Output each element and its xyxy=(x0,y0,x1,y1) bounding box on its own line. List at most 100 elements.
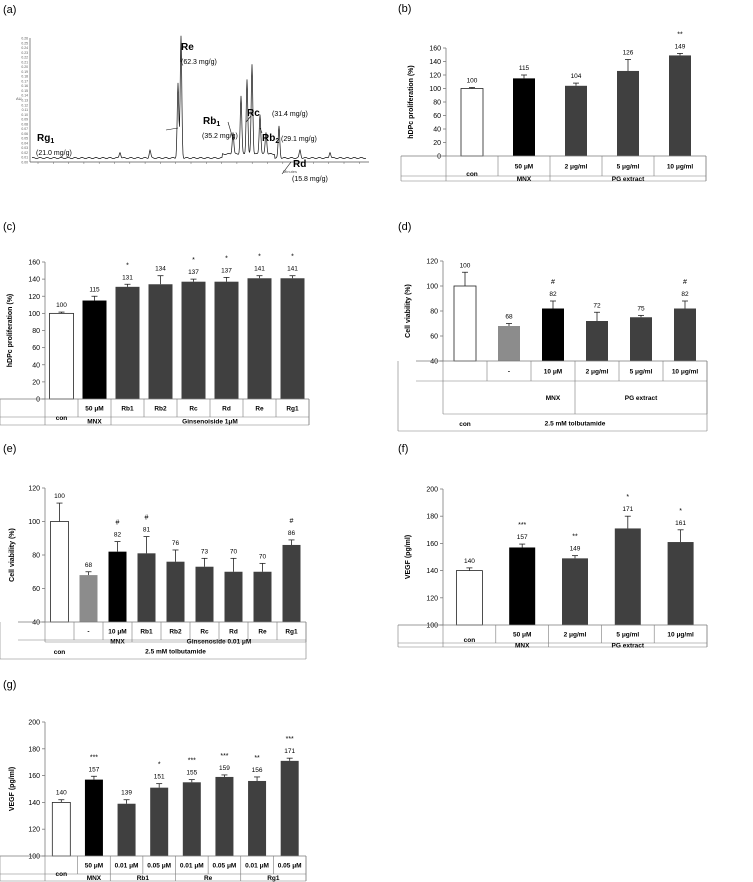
y-tick-label: 160 xyxy=(426,541,438,548)
y-tick-label: 140 xyxy=(426,568,438,575)
bar xyxy=(181,281,206,399)
category-label: Rb2 xyxy=(154,406,167,413)
y-tick-label: 0.05 xyxy=(21,137,28,141)
category-label: 10 μg/ml xyxy=(667,164,694,171)
group-label: MNX xyxy=(517,176,532,183)
footer-label: 2.5 mM tolbutamide xyxy=(145,649,206,656)
y-tick-label: 40 xyxy=(433,127,441,134)
y-tick-label: 0.03 xyxy=(21,146,28,150)
bar xyxy=(195,566,214,622)
y-tick-label: 0.07 xyxy=(21,127,28,131)
category-label: 0.01 μM xyxy=(180,863,204,870)
y-tick-label: 100 xyxy=(426,623,438,630)
peak-label: Re xyxy=(181,42,194,53)
peak-label: Rd xyxy=(293,159,306,170)
peak-amount: (15.8 mg/g) xyxy=(292,176,328,183)
y-tick-label: 0 xyxy=(437,154,441,161)
category-label: con xyxy=(56,415,68,422)
bar xyxy=(614,528,641,625)
category-label: 10 μg/ml xyxy=(667,632,694,639)
category-label: 10 μM xyxy=(544,369,562,376)
category-label: 50 μM xyxy=(515,164,533,171)
significance-mark: * xyxy=(258,254,261,261)
category-label: Rd xyxy=(229,629,238,636)
y-tick-label: 80 xyxy=(32,553,40,560)
y-tick-label: 0.16 xyxy=(21,84,28,88)
y-tick-label: 200 xyxy=(426,487,438,494)
significance-mark: # xyxy=(683,279,687,286)
category-label: Rb1 xyxy=(140,629,153,636)
footer-label: 2.5 mM tolbutamide xyxy=(545,421,606,428)
bar xyxy=(117,803,136,856)
peak-amount: (29.1 mg/g) xyxy=(281,136,317,143)
significance-mark: * xyxy=(158,762,161,769)
group-label: MNX xyxy=(515,643,530,650)
value-label: 155 xyxy=(186,770,197,777)
panel-label: (b) xyxy=(398,3,411,15)
bar xyxy=(509,547,536,625)
y-tick-label: 0.04 xyxy=(21,141,28,145)
category-label: 5 μg/ml xyxy=(617,164,640,171)
category-label: 5 μg/ml xyxy=(630,369,653,376)
y-tick-label: 0.22 xyxy=(21,56,28,60)
significance-mark: *** xyxy=(188,758,196,765)
significance-mark: # xyxy=(116,520,120,527)
y-tick-label: 0.14 xyxy=(21,94,28,98)
value-label: 73 xyxy=(201,548,209,555)
significance-mark: *** xyxy=(220,753,228,760)
significance-mark: ** xyxy=(677,31,683,38)
y-tick-label: 40 xyxy=(430,359,438,366)
y-tick-label: 0.06 xyxy=(21,132,28,136)
category-label: 0.01 μM xyxy=(115,863,139,870)
group-label: PG extract xyxy=(612,176,645,183)
y-axis-label: AU xyxy=(16,96,22,101)
bar xyxy=(586,321,608,361)
panel-label: (c) xyxy=(3,221,16,233)
y-tick-label: 100 xyxy=(28,311,40,318)
value-label: 70 xyxy=(230,548,238,555)
category-label: 0.05 μM xyxy=(147,863,171,870)
y-tick-label: 160 xyxy=(28,260,40,267)
significance-mark: # xyxy=(145,515,149,522)
bar xyxy=(115,286,140,399)
peak-arrow xyxy=(227,121,234,140)
bar xyxy=(84,779,103,856)
bar xyxy=(49,312,74,400)
value-label: 149 xyxy=(570,546,581,553)
y-tick-label: 120 xyxy=(28,294,40,301)
y-axis-label: hDPc proliferation (%) xyxy=(7,294,14,368)
panel-e-bar-chart: (e) 40 60 80 100 120 Cell viability (%) 100 68 82… xyxy=(0,443,307,660)
category-label: 2 μg/ml xyxy=(564,632,587,639)
value-label: 100 xyxy=(54,493,65,500)
category-label: Re xyxy=(255,406,264,413)
y-tick-label: 20 xyxy=(32,379,40,386)
y-tick-label: 0.21 xyxy=(21,60,28,64)
category-label: 10 μg/ml xyxy=(672,369,699,376)
bar xyxy=(617,70,639,156)
y-tick-label: 140 xyxy=(28,800,40,807)
category-label: 50 μM xyxy=(85,863,103,870)
bar xyxy=(513,78,535,156)
bar xyxy=(224,571,243,622)
value-label: 159 xyxy=(219,765,230,772)
y-tick-label: 60 xyxy=(32,345,40,352)
y-axis-label: VEGF (pg/ml) xyxy=(9,767,16,811)
value-label: 137 xyxy=(221,267,232,274)
significance-mark: # xyxy=(290,518,294,525)
significance-mark: * xyxy=(679,508,682,515)
value-label: 104 xyxy=(571,73,582,80)
value-label: 82 xyxy=(681,291,689,298)
category-label: con xyxy=(464,637,476,644)
bar xyxy=(455,570,483,626)
significance-mark: * xyxy=(126,262,129,269)
peak-amount: (62.3 mg/g) xyxy=(181,59,217,66)
bar xyxy=(280,278,305,399)
y-tick-label: 100 xyxy=(429,86,441,93)
y-tick-label: 180 xyxy=(426,514,438,521)
category-label: Rg1 xyxy=(285,629,298,636)
category-label: Rb2 xyxy=(169,629,182,636)
y-tick-label: 60 xyxy=(430,334,438,341)
y-tick-label: 80 xyxy=(430,309,438,316)
group-label: Rg1 xyxy=(267,875,280,882)
peak-label: Rg1 xyxy=(37,133,54,145)
